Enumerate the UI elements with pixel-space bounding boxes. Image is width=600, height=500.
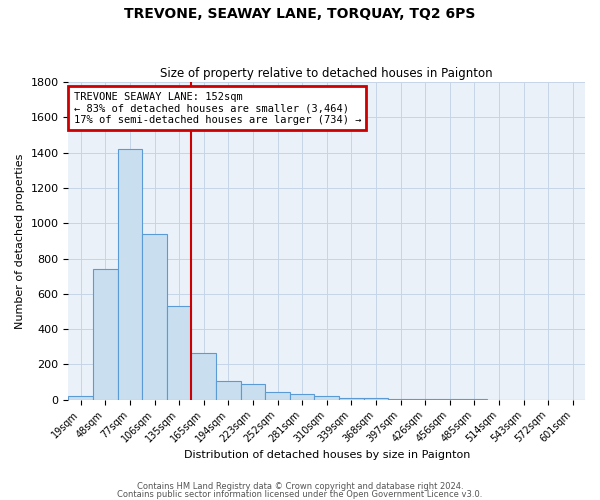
Bar xyxy=(142,234,167,400)
Title: Size of property relative to detached houses in Paignton: Size of property relative to detached ho… xyxy=(160,66,493,80)
Bar xyxy=(68,396,93,400)
Bar xyxy=(339,398,364,400)
Bar xyxy=(167,306,191,400)
Text: TREVONE, SEAWAY LANE, TORQUAY, TQ2 6PS: TREVONE, SEAWAY LANE, TORQUAY, TQ2 6PS xyxy=(124,8,476,22)
Bar xyxy=(241,384,265,400)
Bar xyxy=(191,353,216,400)
Bar xyxy=(364,398,388,400)
Bar xyxy=(413,399,437,400)
Text: Contains public sector information licensed under the Open Government Licence v3: Contains public sector information licen… xyxy=(118,490,482,499)
Y-axis label: Number of detached properties: Number of detached properties xyxy=(15,153,25,328)
Bar xyxy=(462,399,487,400)
Bar xyxy=(437,399,462,400)
Bar xyxy=(290,394,314,400)
Text: Contains HM Land Registry data © Crown copyright and database right 2024.: Contains HM Land Registry data © Crown c… xyxy=(137,482,463,491)
X-axis label: Distribution of detached houses by size in Paignton: Distribution of detached houses by size … xyxy=(184,450,470,460)
Bar xyxy=(314,396,339,400)
Bar xyxy=(216,381,241,400)
Bar xyxy=(118,149,142,400)
Text: TREVONE SEAWAY LANE: 152sqm
← 83% of detached houses are smaller (3,464)
17% of : TREVONE SEAWAY LANE: 152sqm ← 83% of det… xyxy=(74,92,361,125)
Bar xyxy=(93,269,118,400)
Bar xyxy=(388,399,413,400)
Bar xyxy=(265,392,290,400)
